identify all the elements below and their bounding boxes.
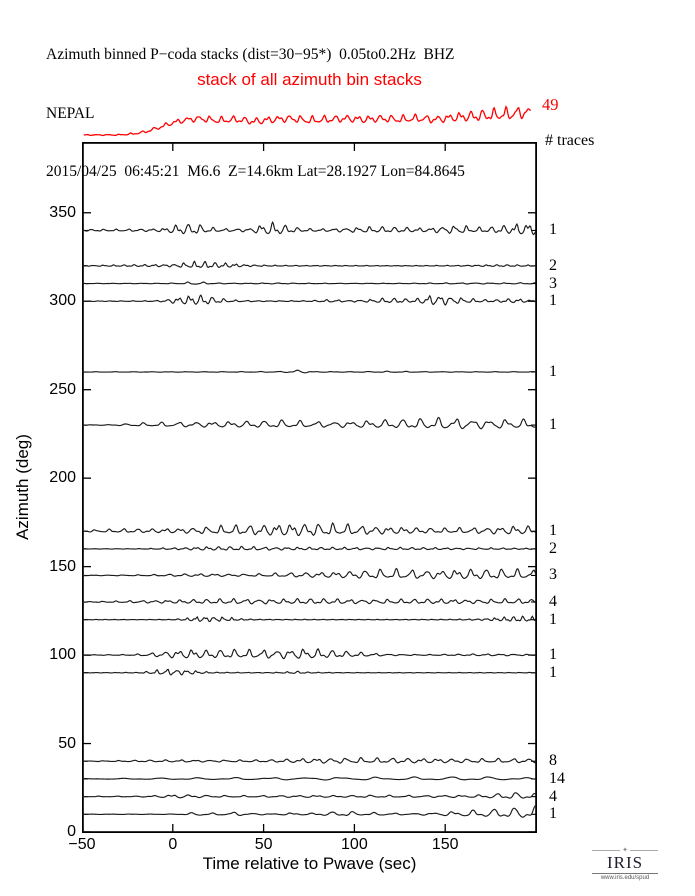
seismogram-trace-az30 [82, 776, 537, 781]
seismogram-trace-az120 [82, 615, 537, 623]
stack-trace-count: 49 [542, 95, 559, 114]
y-tick-label: 100 [49, 646, 76, 664]
seismogram-trace-az40 [82, 756, 537, 764]
seismogram-trace-az130 [82, 597, 537, 605]
trace-count-az100: 1 [549, 646, 557, 664]
y-axis-title: Azimuth (deg) [13, 434, 32, 540]
figure-title-block: Azimuth binned P−coda stacks (dist=30−95… [46, 6, 465, 201]
seismogram-trace-az90 [82, 668, 537, 676]
stack-waveform-panel [82, 86, 537, 142]
seismogram-trace-az160 [82, 545, 537, 551]
trace-count-az300: 1 [549, 292, 557, 310]
seismogram-plot-area: 0 50 100 150 200 250 300 350 −50 0 50 100 150 1 2 3 1 1 1 1… [49, 142, 565, 853]
trace-count-az90: 1 [549, 663, 557, 681]
y-tick-label: 50 [58, 734, 76, 752]
seismogram-trace-az300 [82, 294, 537, 306]
seismogram-trace-az10 [82, 805, 537, 818]
seismogram-trace-az320 [82, 260, 537, 269]
x-axis-title: Time relative to Pwave (sec) [202, 854, 417, 873]
trace-count-az30: 14 [549, 769, 565, 787]
y-tick-label: 200 [49, 469, 76, 487]
y-tick-label: 250 [49, 380, 76, 398]
iris-logo-text: IRIS [592, 854, 658, 874]
trace-count-az20: 4 [549, 787, 557, 805]
y-tick-label: 300 [49, 292, 76, 310]
y-tick-label: 150 [49, 557, 76, 575]
trace-count-az320: 2 [549, 256, 557, 274]
trace-count-az230: 1 [549, 416, 557, 434]
seismogram-trace-az260 [82, 369, 537, 374]
trace-count-az260: 1 [549, 363, 557, 380]
trace-count-az10: 1 [549, 805, 557, 823]
stack-trace-path [83, 105, 532, 137]
ornament-line-right [629, 849, 658, 851]
trace-count-az340: 1 [549, 221, 557, 239]
figure-title-line2: NEPAL [46, 104, 95, 122]
trace-count-az40: 8 [549, 752, 557, 770]
x-tick-label: 150 [431, 836, 459, 853]
stack-waveform-svg [83, 105, 532, 137]
ornament-line-left [592, 849, 621, 851]
trace-count-az310: 3 [549, 274, 557, 292]
x-tick-label: 100 [341, 836, 368, 853]
trace-count-az120: 1 [549, 610, 557, 628]
figure-title-line1: Azimuth binned P−coda stacks (dist=30−95… [46, 46, 455, 63]
seismogram-trace-az170 [82, 521, 537, 537]
trace-count-az170: 1 [549, 522, 557, 540]
iris-logo: ✦ IRIS www.iris.edu/spud [592, 846, 658, 882]
trace-count-az145: 3 [549, 566, 557, 584]
seismogram-trace-az100 [82, 648, 537, 660]
trace-count-az130: 4 [549, 593, 557, 610]
y-tick-label: 0 [67, 823, 76, 840]
seismogram-trace-az310 [82, 281, 537, 285]
seismogram-trace-az145 [82, 567, 537, 580]
seismogram-svg [82, 142, 537, 833]
trace-count-az160: 2 [549, 539, 557, 557]
x-tick-label: −50 [68, 836, 96, 853]
seismogram-trace-az340 [82, 220, 537, 236]
traces-column-header: # traces [545, 132, 595, 149]
iris-logo-ornament: ✦ [592, 846, 658, 854]
x-tick-label: 50 [254, 836, 273, 853]
figure-title-line3: 2015/04/25 06:45:21 M6.6 Z=14.6km Lat=28… [46, 163, 465, 180]
seismogram-trace-az230 [82, 416, 537, 430]
y-tick-label: 350 [49, 203, 76, 221]
star-icon: ✦ [622, 846, 628, 854]
iris-logo-url: www.iris.edu/spud [600, 875, 650, 881]
seismogram-trace-az20 [82, 792, 537, 799]
x-tick-label: 0 [168, 836, 178, 853]
stack-annotation-label: stack of all azimuth bin stacks [197, 70, 422, 89]
plot-border [82, 142, 537, 833]
